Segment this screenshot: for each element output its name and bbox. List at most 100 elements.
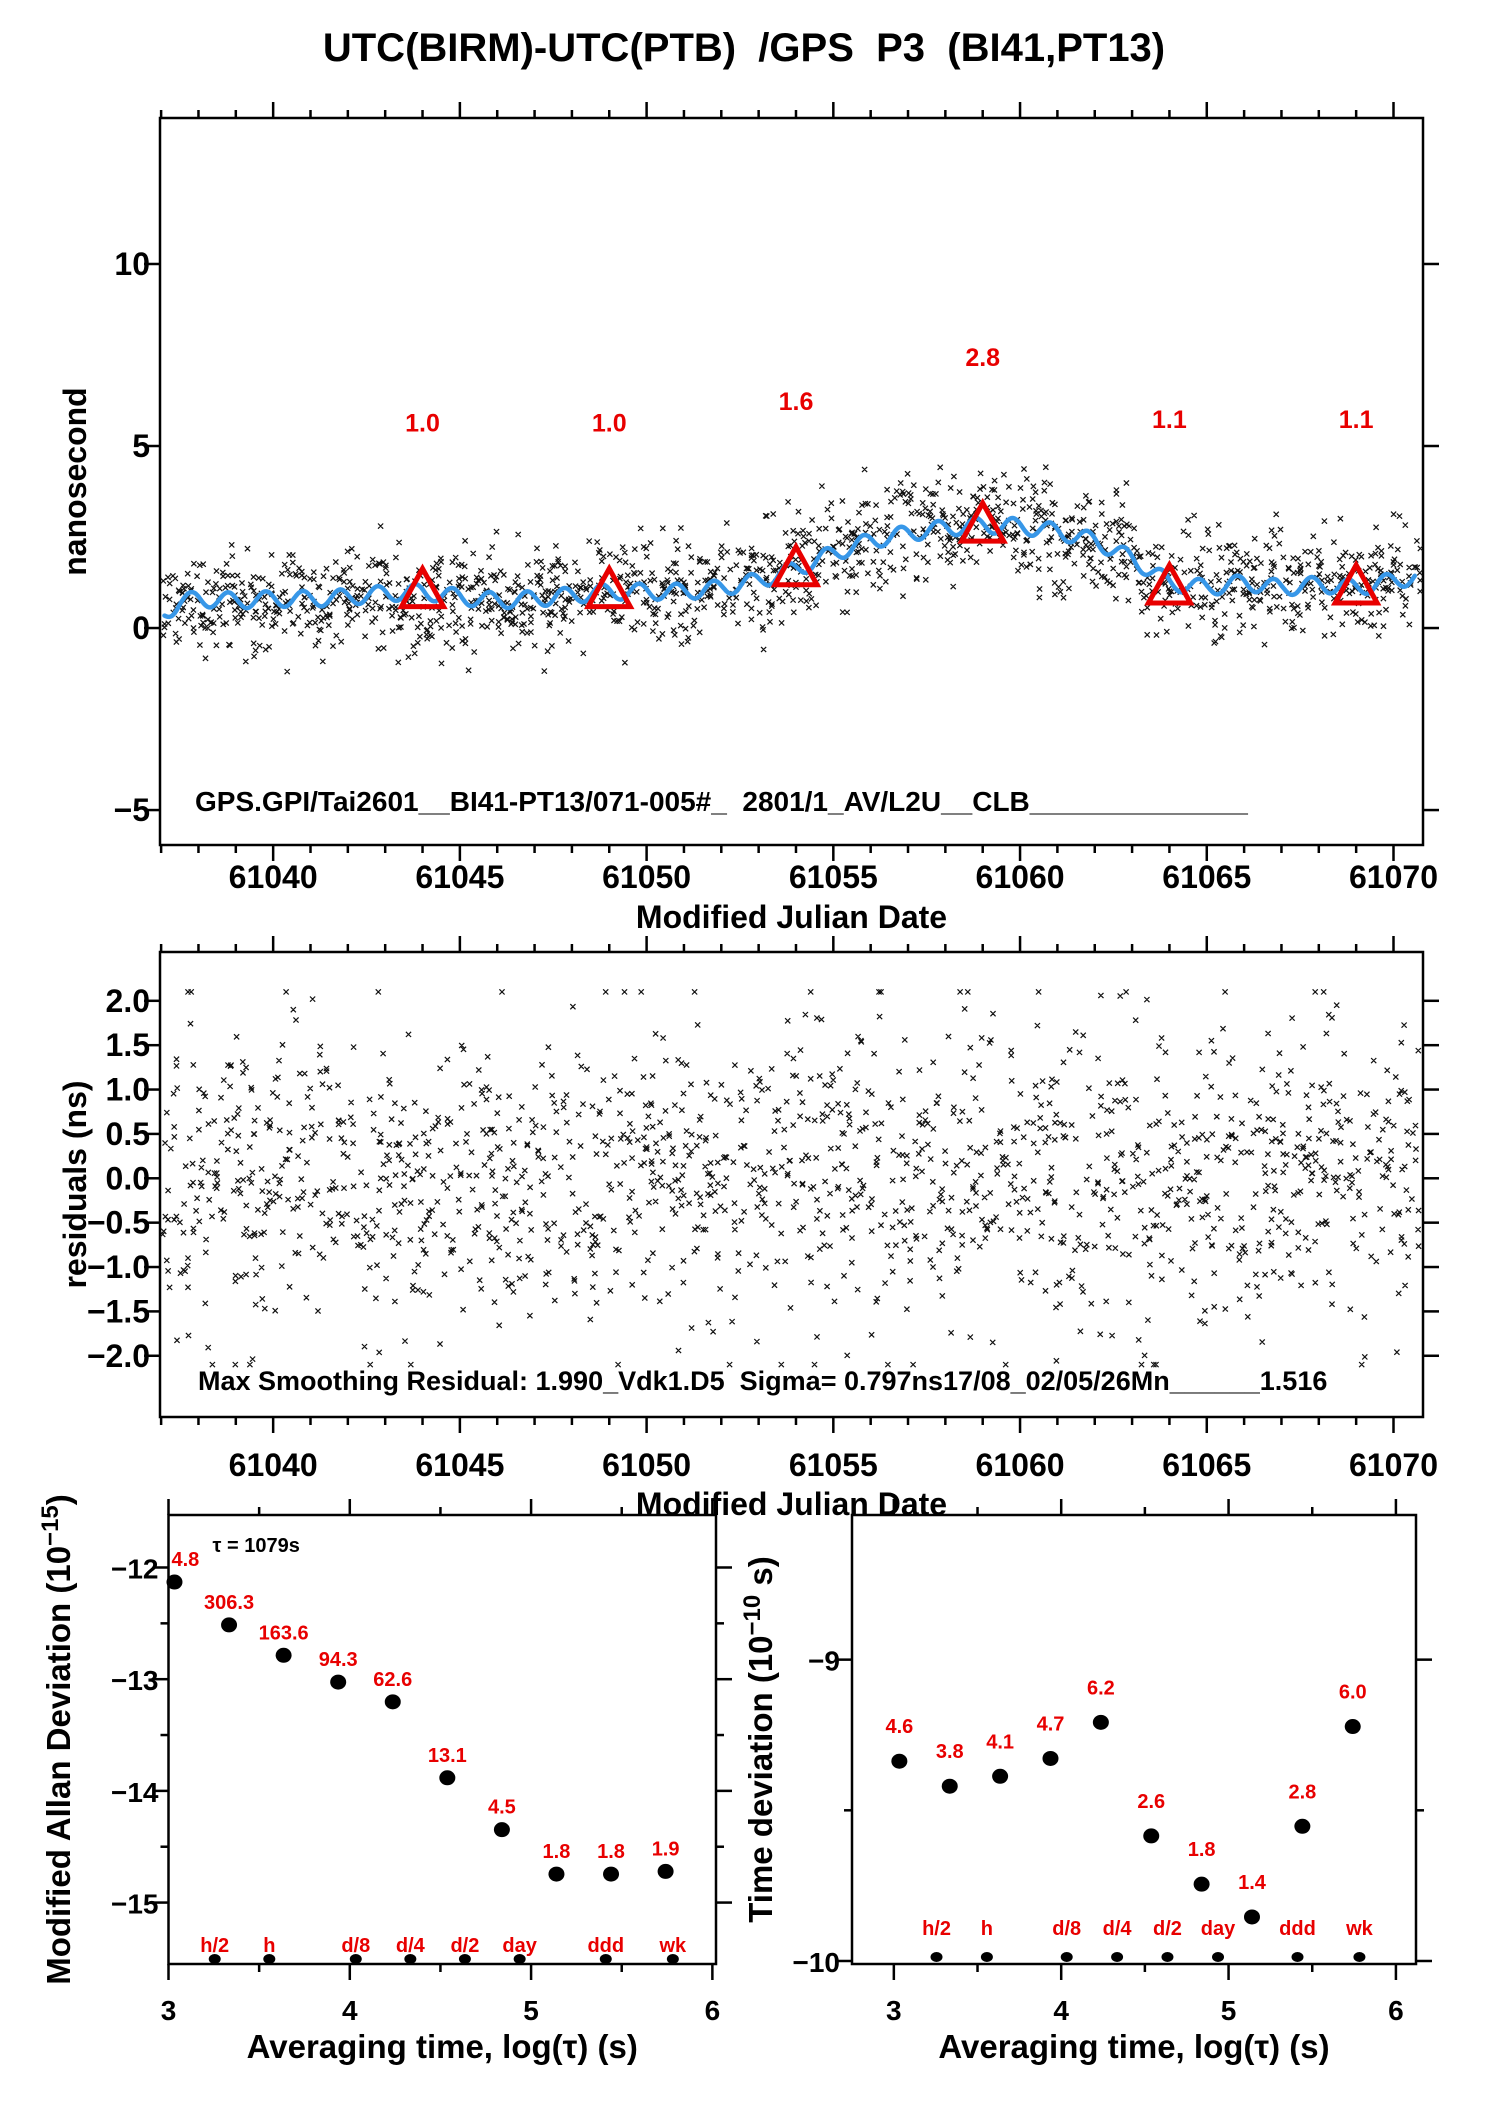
mdev-point-label: 4.5 <box>488 1797 516 1819</box>
tau-category-dot <box>263 1954 276 1964</box>
utc-point-triangle <box>770 541 822 588</box>
y-tick-label: 5 <box>132 428 150 464</box>
tau-category-label: d/4 <box>396 1935 426 1957</box>
x-tick-label: 6 <box>1388 1995 1404 2026</box>
plot-frame <box>158 950 1425 1419</box>
tdev-point-label: 4.6 <box>885 1716 913 1738</box>
triangle-value-label: 1.1 <box>1152 406 1187 434</box>
tau-category-dot <box>1291 1952 1304 1962</box>
tau-category-dot <box>208 1954 221 1964</box>
y-tick-label: −15 <box>111 1889 159 1920</box>
triangle-value-label: 2.8 <box>965 344 1000 372</box>
x-tick-label: 61060 <box>976 1447 1065 1483</box>
tau-category-label: wk <box>659 1935 688 1957</box>
mdev-point <box>221 1617 238 1633</box>
x-tick-label: 61070 <box>1349 859 1438 895</box>
panel-top: 61040 61045 61050 61055 61060 61065 61070 −5 0 5 1… <box>57 102 1439 935</box>
axis-ticks <box>144 936 1439 1433</box>
utc-point-triangle <box>1144 559 1195 606</box>
tau-category-dot <box>599 1954 612 1964</box>
triangle-value-label: 1.6 <box>779 388 814 416</box>
top-panel-annotation: GPS.GPI/Tai2601__BI41-PT13/071-005#_ 280… <box>195 786 1248 817</box>
tau-category-dot <box>404 1954 417 1964</box>
x-tick-label: 61050 <box>602 1447 691 1483</box>
x-tick-label: 6 <box>705 1995 721 2026</box>
triangle-value-label: 1.0 <box>592 410 627 438</box>
mdev-point-label: 306.3 <box>204 1592 254 1614</box>
utc-point-triangle <box>584 563 635 610</box>
tdev-point <box>1143 1828 1160 1844</box>
x-tick-label: 61070 <box>1349 1447 1438 1483</box>
tau-category-dot <box>1060 1952 1073 1962</box>
y-tick-label: 0 <box>132 610 150 646</box>
residuals-panel-annotation: Max Smoothing Residual: 1.990_Vdk1.D5 Si… <box>198 1366 1328 1396</box>
tau-category-label: d/8 <box>341 1935 370 1957</box>
mdev-point <box>330 1674 347 1690</box>
y-tick-label: −2.0 <box>87 1338 150 1374</box>
tau-category-dot <box>1353 1952 1366 1962</box>
tdev-point <box>1344 1719 1361 1735</box>
axis-ticks <box>836 1499 1432 1980</box>
x-tick-label: 61060 <box>976 859 1065 895</box>
tdev-point <box>941 1778 958 1794</box>
mdev-point <box>384 1694 401 1710</box>
tau-category-dot <box>349 1954 362 1964</box>
x-tick-label: 61065 <box>1162 1447 1251 1483</box>
tdev-point-label: 4.1 <box>986 1731 1014 1753</box>
utc-point-triangle <box>957 497 1008 544</box>
tau-category-dot <box>513 1954 526 1964</box>
mdev-point-label: 4.8 <box>172 1549 200 1571</box>
mdev-point <box>439 1770 456 1786</box>
y-tick-label: −0.5 <box>87 1205 150 1241</box>
y-tick-label: 1.5 <box>106 1027 150 1063</box>
x-tick-label: 4 <box>1053 1995 1069 2026</box>
tdev-point <box>1092 1714 1109 1730</box>
tdev-point-label: 6.2 <box>1087 1677 1115 1699</box>
tdev-point <box>1294 1818 1311 1834</box>
y-tick-label: −14 <box>111 1777 159 1808</box>
tdev-point <box>891 1753 908 1769</box>
tau-category-dot <box>980 1952 993 1962</box>
mdev-point <box>657 1863 674 1879</box>
mdev-point-label: 1.9 <box>652 1838 680 1860</box>
page-title: UTC(BIRM)-UTC(PTB) /GPS P3 (BI41,PT13) <box>322 26 1166 70</box>
y-tick-label: −1.5 <box>87 1293 150 1329</box>
y-tick-label: 10 <box>114 246 150 282</box>
x-tick-label: 61065 <box>1162 859 1251 895</box>
plot-frame <box>850 1513 1418 1966</box>
y-axis-title: Time deviation (10−10 s) <box>739 1556 779 1923</box>
tdev-point <box>1193 1876 1210 1892</box>
x-axis-title: Modified Julian Date <box>636 899 947 935</box>
tau-category-label: h/2 <box>922 1918 951 1940</box>
tau-category-label: h <box>263 1935 275 1957</box>
triangle-value-label: 1.0 <box>405 410 440 438</box>
tdev-point-label: 4.7 <box>1037 1713 1065 1735</box>
y-axis-title: residuals (ns) <box>57 1080 93 1288</box>
x-tick-label: 61040 <box>229 1447 318 1483</box>
mdev-point-label: 62.6 <box>373 1669 412 1691</box>
mdev-point <box>603 1866 620 1882</box>
mdev-point <box>275 1647 292 1663</box>
y-axis-title: Modified Allan Deviation (10−15) <box>37 1494 77 1985</box>
y-tick-label: 2.0 <box>106 983 150 1019</box>
scatter-points <box>160 464 1423 675</box>
mdev-point-label: 1.8 <box>543 1841 571 1863</box>
tdev-point <box>992 1768 1009 1784</box>
triangle-value-label: 1.1 <box>1339 406 1374 434</box>
y-tick-label: −5 <box>114 792 150 828</box>
x-tick-label: 5 <box>1221 1995 1237 2026</box>
tau-category-dot <box>1161 1952 1174 1962</box>
tau-category-label: ddd <box>1279 1918 1316 1940</box>
tau-category-label: wk <box>1345 1918 1374 1940</box>
panel-tdev: 3 4 5 6 −9 −10 Averaging time, log(τ) (s) Time … <box>739 1499 1432 2065</box>
mdev-point <box>548 1866 565 1882</box>
plot-frame <box>158 116 1425 847</box>
mdev-point-label: 94.3 <box>319 1649 358 1671</box>
axis-ticks <box>152 1499 732 1980</box>
mdev-point-label: 13.1 <box>428 1745 467 1767</box>
y-tick-label: 0.0 <box>106 1160 150 1196</box>
x-tick-label: 61055 <box>789 859 878 895</box>
tau-annotation: τ = 1079s <box>213 1535 300 1557</box>
tdev-point-label: 2.8 <box>1288 1781 1316 1803</box>
